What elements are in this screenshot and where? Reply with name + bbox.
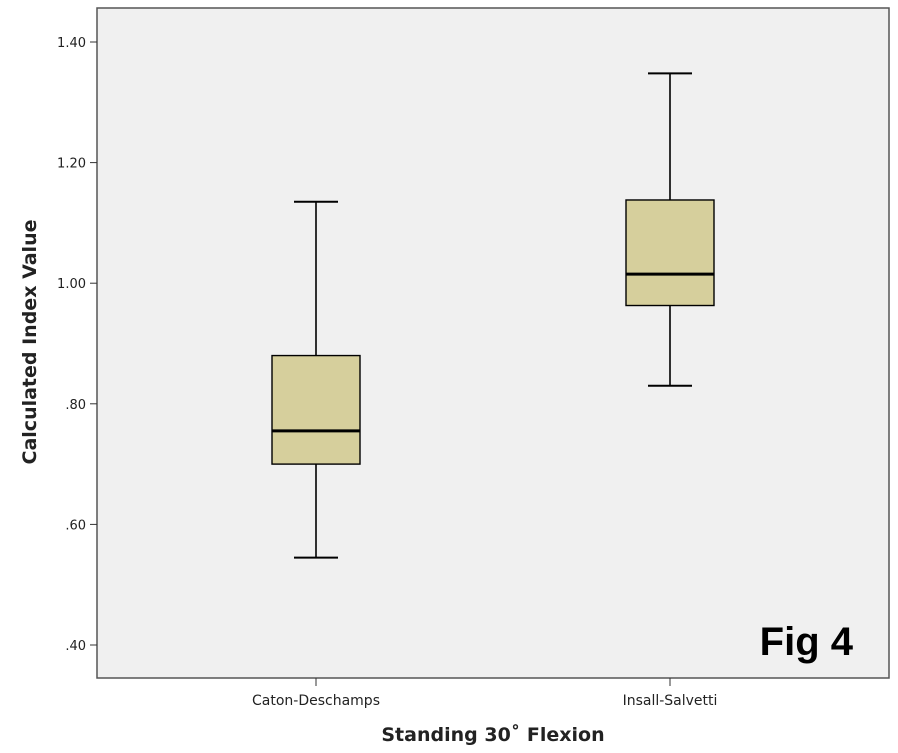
y-tick-label: .80 <box>65 398 86 413</box>
y-tick-label: .60 <box>65 518 86 533</box>
plot-area <box>96 7 890 679</box>
y-tick-label: .40 <box>65 639 86 654</box>
y-tick-label: 1.00 <box>57 277 86 292</box>
iqr-box <box>625 199 715 307</box>
y-axis-title: Calculated Index Value <box>19 220 41 465</box>
x-axis: Caton-Deschamps Insall-Salvetti <box>252 678 717 709</box>
y-tick-label: 1.20 <box>57 157 86 172</box>
box-series <box>271 72 715 559</box>
box-caton-deschamps <box>271 200 361 559</box>
x-category-label: Caton-Deschamps <box>252 693 380 709</box>
figure-label: Fig 4 <box>760 620 854 664</box>
iqr-box <box>271 354 361 465</box>
y-tick-label: 1.40 <box>57 36 86 51</box>
y-axis: .40 .60 .80 1.00 1.20 1.40 <box>57 36 97 654</box>
x-category-label: Insall-Salvetti <box>623 693 718 709</box>
x-axis-title: Standing 30˚ Flexion <box>381 723 604 746</box>
box-insall-salvetti <box>625 72 715 387</box>
